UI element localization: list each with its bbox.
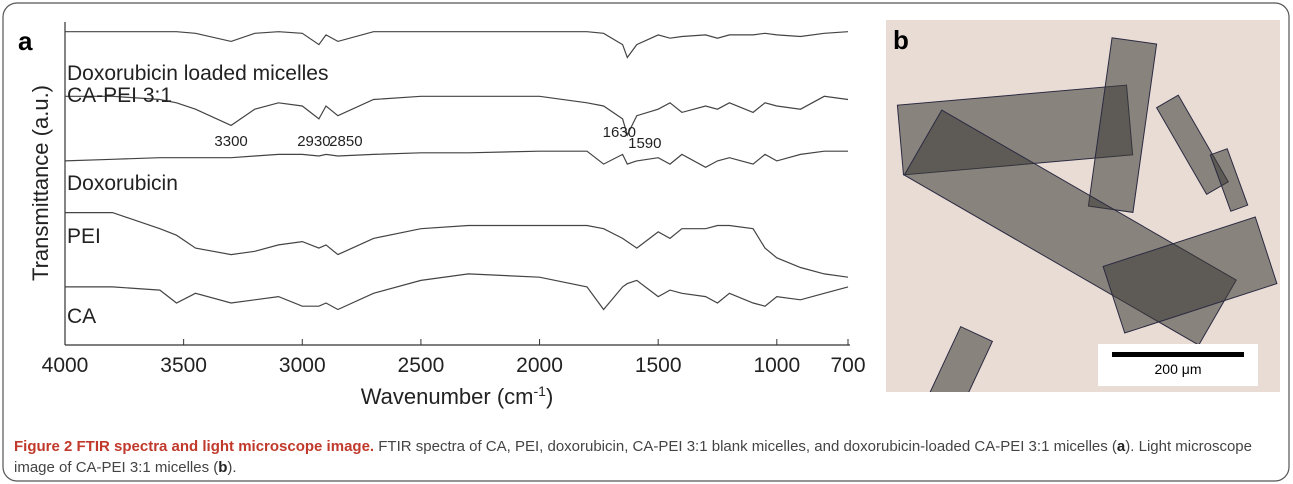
x-tick-label: 1500 bbox=[635, 354, 682, 377]
x-tick-label: 3000 bbox=[279, 354, 326, 377]
caption-panel-ref: b bbox=[218, 459, 228, 476]
x-axis-label-superscript: -1 bbox=[534, 383, 547, 399]
series-label: CA-PEI 3:1 bbox=[67, 84, 172, 107]
x-tick-label: 4000 bbox=[42, 354, 89, 377]
series-label: Doxorubicin bbox=[67, 172, 178, 195]
crystal bbox=[1155, 94, 1229, 195]
caption-title: Figure 2 FTIR spectra and light microsco… bbox=[14, 438, 375, 455]
scale-bar-label: 200 μm bbox=[1155, 361, 1202, 377]
spectrum-line bbox=[65, 95, 849, 137]
x-tick-label: 3500 bbox=[160, 354, 207, 377]
series-label: PEI bbox=[67, 225, 101, 248]
crystal bbox=[922, 325, 994, 392]
x-tick-label: 700 bbox=[830, 354, 865, 377]
y-axis-label: Transmittance (a.u.) bbox=[28, 85, 53, 281]
spectrum-line bbox=[65, 212, 849, 278]
panel-label: a bbox=[18, 26, 33, 56]
caption-text: FTIR spectra of CA, PEI, doxorubicin, CA… bbox=[378, 438, 1117, 455]
microscope-image: 200 μm b bbox=[886, 20, 1280, 392]
caption-text: ). Light microscope image of CA-PEI 3:1 … bbox=[14, 438, 1252, 476]
series-label: Doxorubicin loaded micelles bbox=[67, 62, 328, 85]
scale-bar bbox=[1112, 352, 1244, 357]
series-label: CA bbox=[67, 305, 96, 328]
x-tick-label: 2000 bbox=[516, 354, 563, 377]
crystal bbox=[1209, 148, 1249, 212]
caption: Figure 2 FTIR spectra and light microsco… bbox=[14, 436, 1279, 478]
spectrum-line bbox=[65, 31, 849, 59]
spectrum-line bbox=[65, 273, 849, 311]
scale-bar-box bbox=[1098, 344, 1258, 386]
spectrum-line bbox=[64, 150, 848, 168]
peak-label: 1630 bbox=[603, 124, 636, 141]
panel-label: b bbox=[893, 25, 909, 55]
caption-panel-ref: a bbox=[1116, 438, 1126, 455]
x-tick-label: 1000 bbox=[753, 354, 800, 377]
peak-label: 1590 bbox=[628, 135, 661, 152]
x-axis-label: Wavenumber (cm-1) bbox=[361, 383, 554, 409]
caption-text: ). bbox=[227, 459, 237, 476]
crystal bbox=[1102, 216, 1278, 334]
peak-label: 2930 bbox=[297, 133, 330, 150]
peak-label: 3300 bbox=[214, 133, 247, 150]
x-tick-label: 2500 bbox=[398, 354, 445, 377]
peak-label: 2850 bbox=[329, 133, 362, 150]
x-axis-label-text: ) bbox=[546, 384, 553, 409]
x-axis-label-text: Wavenumber (cm bbox=[361, 384, 534, 409]
